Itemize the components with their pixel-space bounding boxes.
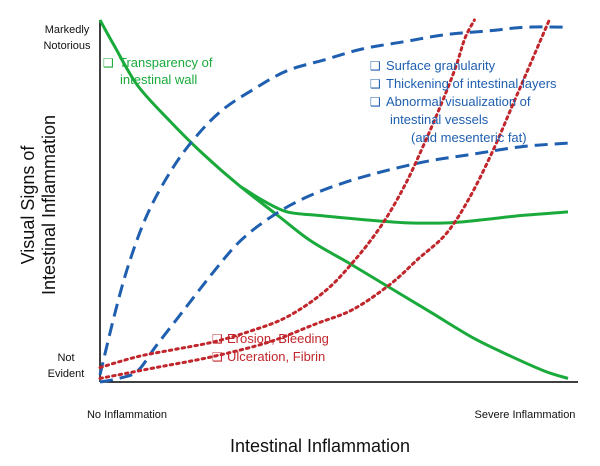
annotation-line: Transparency of (119, 55, 213, 70)
annotation-line: Ulceration, Fibrin (227, 349, 325, 364)
x-axis-title: Intestinal Inflammation (230, 436, 410, 456)
y-tick-label-top-line2: Notorious (43, 40, 91, 52)
annotation-line: Abnormal visualization of (386, 94, 531, 109)
series-line-green-2 (239, 185, 569, 225)
annotation-green: ❑ Transparency of intestinal wall (103, 55, 213, 87)
y-tick-label-bottom-line2: Evident (48, 368, 85, 380)
series-line-red-6 (98, 18, 551, 380)
annotation-line: Surface granularity (386, 58, 496, 73)
series-layer (98, 18, 569, 384)
annotation-line: intestinal vessels (390, 112, 489, 127)
annotation-line: Thickening of intestinal layers (386, 76, 557, 91)
annotation-line: Erosion, Bleeding (227, 331, 329, 346)
annotation-line: (and mesenteric fat) (411, 130, 527, 145)
y-axis-title-line2: Intestinal Inflammation (39, 115, 59, 295)
annotation-line: intestinal wall (120, 72, 197, 87)
axes (99, 20, 578, 383)
annotation-blue: ❑ Surface granularity ❑ Thickening of intes… (370, 58, 557, 145)
annotation-red: ❑ Erosion, Bleeding ❑ Ulceration, Fibrin (212, 331, 329, 364)
x-tick-label-right: Severe Inflammation (475, 409, 576, 421)
series-line-blue-4 (99, 141, 569, 384)
checkbox-icon: ❑ (370, 77, 381, 91)
x-tick-label-left: No Inflammation (87, 409, 167, 421)
checkbox-icon: ❑ (370, 59, 381, 73)
annotation-layer: ❑ Transparency of intestinal wall ❑ Surface … (103, 55, 557, 364)
y-tick-label-bottom-line1: Not (57, 352, 74, 364)
y-tick-label-top-line1: Markedly (45, 24, 90, 36)
checkbox-icon: ❑ (103, 56, 114, 70)
checkbox-icon: ❑ (212, 332, 223, 346)
series-line-red-5 (98, 18, 476, 369)
checkbox-icon: ❑ (370, 95, 381, 109)
series-line-green-1 (98, 19, 569, 380)
y-axis-title-line1: Visual Signs of (18, 145, 38, 265)
checkbox-icon: ❑ (212, 350, 223, 364)
